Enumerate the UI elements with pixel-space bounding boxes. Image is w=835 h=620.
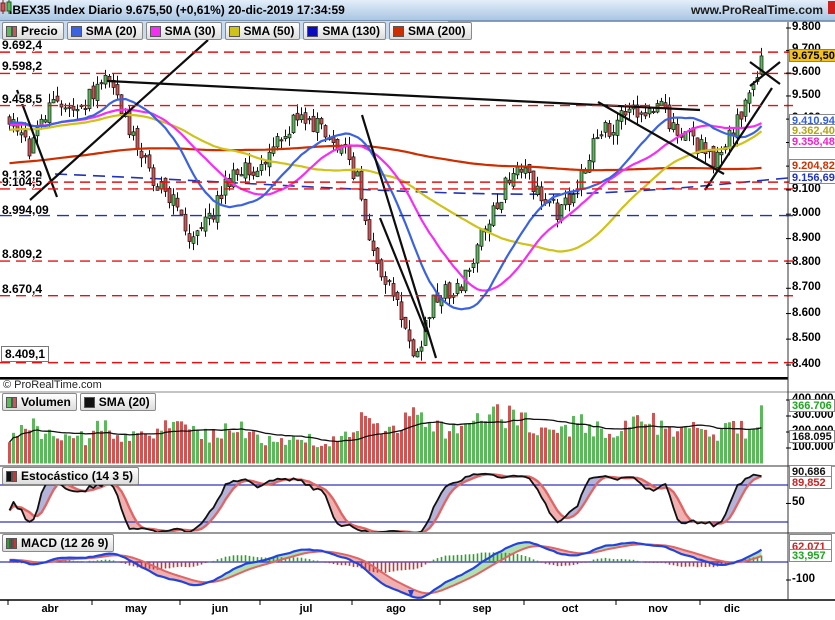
month-label-oct: oct (561, 603, 579, 615)
price-tick-label: 8.800 (792, 256, 821, 269)
legend-sma20[interactable]: SMA (20) (66, 22, 143, 40)
price-tick-label: 8.400 (792, 358, 821, 370)
sma200-chip-icon (392, 25, 404, 37)
month-label-dic: dic (724, 603, 740, 615)
title-bar: IBEX35 Index Diario 9.675,50 (+0,61%) 20… (0, 0, 835, 21)
level-label: 9.692,4 (2, 38, 43, 53)
month-label-jun: jun (211, 603, 229, 615)
month-label-jul: jul (299, 603, 313, 615)
watermark: © ProRealTime.com (3, 379, 102, 391)
price-chip-icon (6, 25, 17, 37)
sma-value-box: 9.358,48 (789, 135, 835, 148)
legend-estocastico[interactable]: Estocástico (14 3 5) (2, 467, 140, 485)
price-tick-label: 8.900 (792, 231, 821, 244)
stoch-value-box: 90,686 (789, 465, 832, 478)
stochastic-panel (0, 472, 788, 532)
instrument-title: IBEX35 Index Diario 9.675,50 (+0,61%) 20… (9, 3, 345, 17)
price-legend: Precio SMA (20) SMA (30) SMA (50) SMA (1… (2, 22, 472, 40)
legend-sma30[interactable]: SMA (30) (145, 22, 222, 40)
macd-value-box: 33,957 (789, 549, 832, 562)
level-label: 8.670,4 (2, 281, 43, 296)
alert-flag[interactable] (828, 1, 835, 14)
legend-volume-sma20[interactable]: SMA (20) (79, 393, 156, 411)
legend-sma200[interactable]: SMA (200) (388, 22, 472, 40)
month-label-nov: nov (648, 603, 668, 615)
level-label: 8.409,1 (1, 345, 50, 362)
sma130-chip-icon (307, 25, 319, 37)
price-tick-label: 9.600 (792, 66, 821, 79)
legend-precio[interactable]: Precio (2, 22, 64, 40)
legend-sma130[interactable]: SMA (130) (303, 22, 386, 40)
price-tick-label: 9.800 (792, 21, 821, 33)
sma-value-box: 9.204,82 (789, 159, 835, 172)
stochastic-chip-icon (6, 470, 17, 482)
level-label: 8.809,2 (2, 247, 43, 261)
stoch-value-box: 89,852 (789, 476, 832, 489)
price-tick-label: 9.100 (792, 183, 821, 195)
level-label: 9.458,5 (2, 91, 43, 106)
sma20-chip-icon (70, 25, 82, 37)
macd-legend: MACD (12 26 9) (2, 534, 115, 552)
legend-volumen[interactable]: Volumen (2, 393, 77, 411)
volume-chip-icon (6, 396, 17, 408)
volume-tick-label: 100.000 (792, 441, 834, 453)
level-label: 9.132,9 (2, 168, 43, 183)
price-tick-label: 8.500 (792, 332, 821, 345)
month-label-sep: sep (472, 603, 492, 615)
website-link[interactable]: www.ProRealTime.com (690, 3, 823, 17)
macd-chip-icon (6, 537, 18, 549)
month-label-ago: ago (386, 603, 406, 615)
sma30-chip-icon (149, 25, 161, 37)
sma50-chip-icon (228, 25, 240, 37)
volume-tick-label: 300.000 (792, 409, 834, 421)
volume-panel (8, 404, 763, 464)
price-tick-label: 8.700 (792, 281, 821, 294)
volume-value-box: 168.095 (789, 430, 835, 443)
level-label: 9.598,2 (2, 59, 43, 74)
stoch-tick-label: 50 (792, 496, 805, 509)
legend-sma50[interactable]: SMA (50) (224, 22, 301, 40)
macd-panel (0, 541, 788, 599)
price-panel (7, 40, 788, 361)
sma-value-box: 9.156,69 (789, 171, 835, 184)
volume-sma-chip-icon (83, 396, 95, 408)
level-label: 9.104,5 (2, 174, 43, 189)
month-label-abr: abr (41, 603, 59, 615)
month-label-may: may (124, 603, 148, 615)
legend-macd[interactable]: MACD (12 26 9) (2, 534, 115, 552)
level-label: 8.994,09 (2, 202, 49, 217)
price-tick-label: 9.000 (792, 207, 821, 220)
stochastic-legend: Estocástico (14 3 5) (2, 467, 140, 485)
volume-value-box: 366.706 (789, 399, 835, 412)
price-tick-label: 8.600 (792, 306, 821, 319)
macd-tick-label: -100 (792, 573, 816, 585)
volume-legend: Volumen SMA (20) (2, 393, 156, 411)
price-tick-label: 9.500 (792, 88, 821, 101)
last-price-box: 9.675,50 (789, 48, 835, 62)
